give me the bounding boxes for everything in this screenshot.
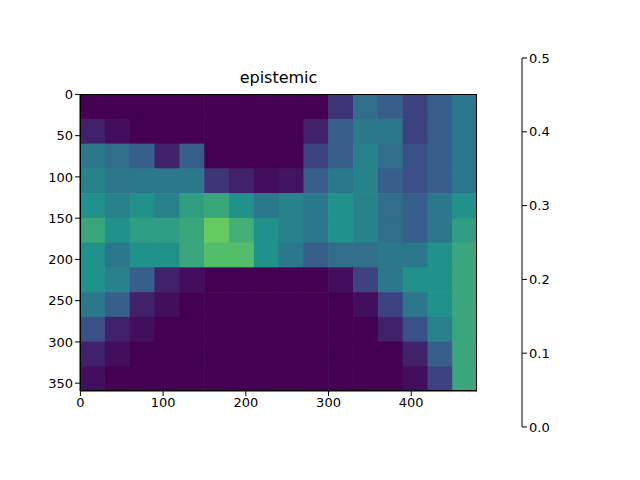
svg-text:200: 200 [48, 252, 73, 267]
svg-text:0.0: 0.0 [529, 420, 550, 435]
svg-text:100: 100 [151, 395, 176, 410]
svg-text:250: 250 [48, 293, 73, 308]
svg-text:350: 350 [48, 376, 73, 391]
svg-text:200: 200 [233, 395, 258, 410]
svg-text:0.2: 0.2 [529, 272, 550, 287]
svg-text:300: 300 [316, 395, 341, 410]
svg-text:0: 0 [76, 395, 84, 410]
svg-text:0.1: 0.1 [529, 346, 550, 361]
svg-text:100: 100 [48, 170, 73, 185]
html-text:epistemic: epistemic [239, 68, 318, 87]
svg-text:50: 50 [56, 128, 73, 143]
svg-text:0.4: 0.4 [529, 124, 550, 139]
svg-text:300: 300 [48, 335, 73, 350]
svg-text:0.3: 0.3 [529, 198, 550, 213]
svg-text:400: 400 [399, 395, 424, 410]
svg-text:0.5: 0.5 [529, 51, 550, 66]
svg-text:150: 150 [48, 211, 73, 226]
svg-text:0: 0 [65, 87, 73, 102]
